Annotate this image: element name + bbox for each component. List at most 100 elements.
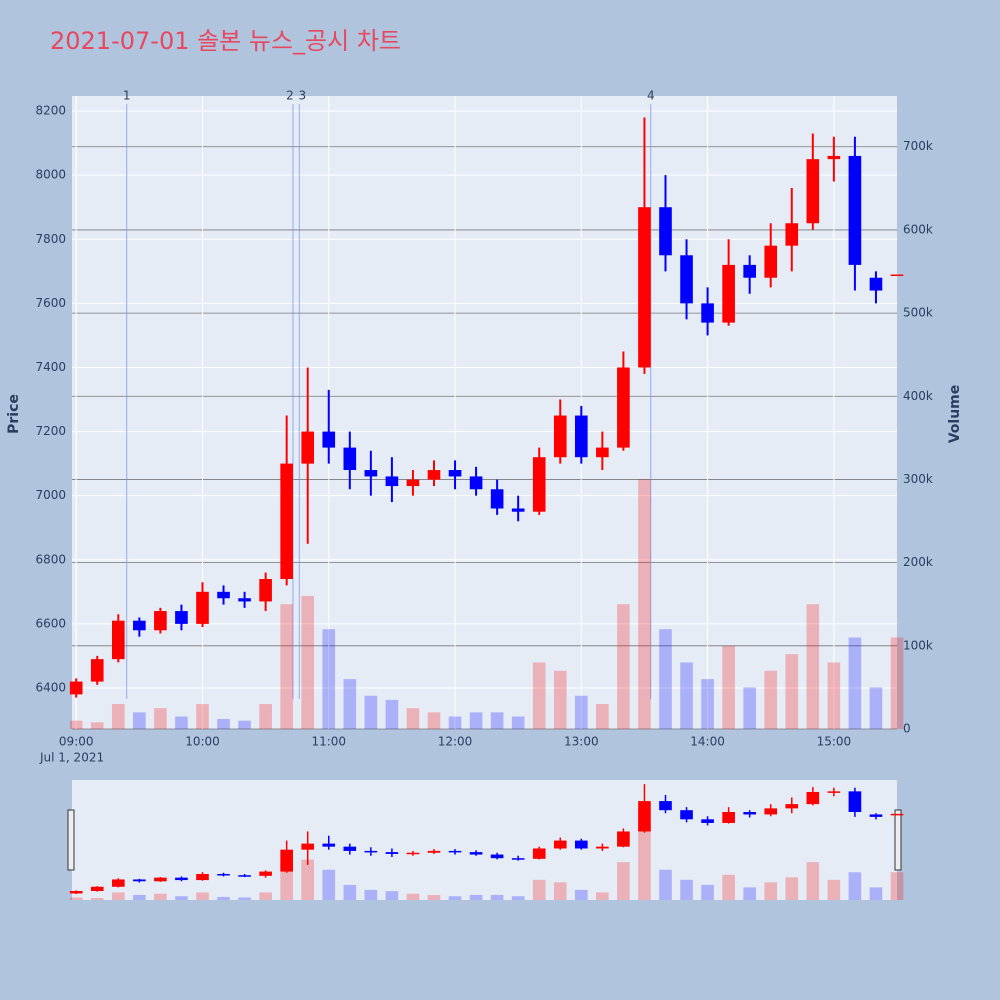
candle-body	[848, 155, 862, 265]
mini-volume-bar	[364, 889, 378, 900]
volume-bar	[133, 712, 146, 729]
volume-bar	[301, 595, 315, 729]
candle-body	[343, 447, 357, 471]
mini-volume-bar	[469, 894, 483, 900]
volume-bar	[743, 687, 756, 729]
candle-body	[596, 447, 609, 458]
y2-tick-label: 100k	[903, 638, 933, 652]
news-label: 3	[298, 89, 306, 103]
mini-candle-body	[743, 812, 756, 815]
volume-bar	[343, 679, 357, 729]
candle-body	[743, 264, 756, 278]
mini-volume-bar	[659, 869, 672, 900]
mini-volume-bar	[827, 879, 841, 900]
y2-axis-title: Volume	[947, 385, 963, 444]
candle-body	[638, 207, 651, 368]
plot-area	[72, 96, 897, 729]
volume-bar	[617, 604, 630, 729]
candle-body	[659, 207, 672, 256]
candle-body	[69, 681, 83, 695]
mini-candle-body	[511, 858, 525, 860]
x-date-label: Jul 1, 2021	[39, 751, 104, 765]
candle-body	[869, 277, 883, 291]
volume-bar	[722, 645, 735, 729]
candle-body	[532, 457, 546, 512]
mini-volume-bar	[322, 869, 336, 900]
mini-volume-bar	[175, 896, 188, 900]
mini-candle-body	[806, 791, 820, 805]
mini-volume-bar	[154, 893, 167, 900]
news-label: 2	[286, 89, 294, 103]
mini-volume-bar	[90, 897, 104, 900]
mini-volume-bar	[638, 824, 651, 900]
volume-bar	[448, 716, 462, 729]
mini-volume-bar	[764, 882, 778, 900]
candle-body	[701, 303, 714, 323]
mini-volume-bar	[217, 896, 230, 900]
x-tick-label: 12:00	[438, 735, 473, 749]
candle-body	[133, 620, 146, 631]
y2-tick-label: 400k	[903, 389, 933, 403]
y-tick-label: 7000	[35, 488, 66, 502]
mini-candle-body	[217, 873, 230, 876]
mini-candle-body	[364, 850, 378, 853]
candle-body	[764, 245, 778, 278]
candle-body	[364, 470, 378, 477]
mini-candle-body	[111, 879, 125, 887]
mini-volume-bar	[343, 884, 357, 900]
candle-body	[385, 476, 399, 487]
mini-volume-bar	[574, 889, 588, 900]
mini-volume-bar	[532, 879, 546, 900]
y-tick-label: 6800	[35, 552, 66, 566]
y-tick-label: 6600	[35, 616, 66, 630]
slider-handle-right[interactable]	[894, 809, 902, 871]
candle-body	[259, 579, 272, 602]
candle-body	[322, 431, 336, 448]
mini-volume-bar	[890, 872, 904, 900]
candle-body	[301, 431, 315, 464]
mini-volume-bar	[511, 896, 525, 900]
mini-candle-body	[175, 877, 188, 881]
volume-bar	[217, 719, 230, 729]
candle-body	[217, 591, 230, 599]
slider-handle-left[interactable]	[67, 809, 75, 871]
volume-bar	[553, 670, 567, 729]
x-tick-label: 11:00	[311, 735, 346, 749]
candle-body	[680, 255, 693, 304]
volume-bar	[469, 712, 483, 729]
mini-candle-body	[532, 848, 546, 859]
mini-volume-bar	[848, 872, 862, 900]
mini-candle-body	[722, 812, 735, 823]
x-tick-label: 10:00	[185, 735, 220, 749]
mini-volume-bar	[427, 894, 441, 900]
mini-candle-body	[596, 846, 609, 849]
x-tick-label: 09:00	[59, 735, 94, 749]
mini-candle-body	[154, 877, 167, 882]
volume-bar	[175, 716, 188, 729]
mini-volume-bar	[259, 892, 272, 900]
mini-volume-bar	[701, 884, 714, 900]
candle-body	[154, 611, 167, 631]
range-slider[interactable]	[72, 780, 897, 900]
volume-bar	[596, 704, 609, 729]
mini-candle-body	[890, 813, 904, 816]
volume-bar	[385, 699, 399, 729]
y-tick-label: 6400	[35, 680, 66, 694]
mini-volume-bar	[238, 897, 251, 900]
volume-bar	[827, 662, 841, 729]
mini-candle-body	[322, 843, 336, 847]
mini-candle-body	[133, 879, 146, 882]
volume-bar	[196, 704, 209, 729]
mini-volume-bar	[448, 896, 462, 900]
y2-tick-label: 200k	[903, 555, 933, 569]
volume-bar	[111, 704, 125, 729]
mini-candle-body	[764, 808, 778, 815]
candle-body	[511, 508, 525, 512]
y2-tick-label: 500k	[903, 306, 933, 320]
volume-bar	[259, 704, 272, 729]
mini-candle-body	[301, 843, 315, 850]
mini-candle-body	[385, 852, 399, 854]
volume-bar	[659, 629, 672, 729]
news-label: 1	[123, 89, 131, 103]
